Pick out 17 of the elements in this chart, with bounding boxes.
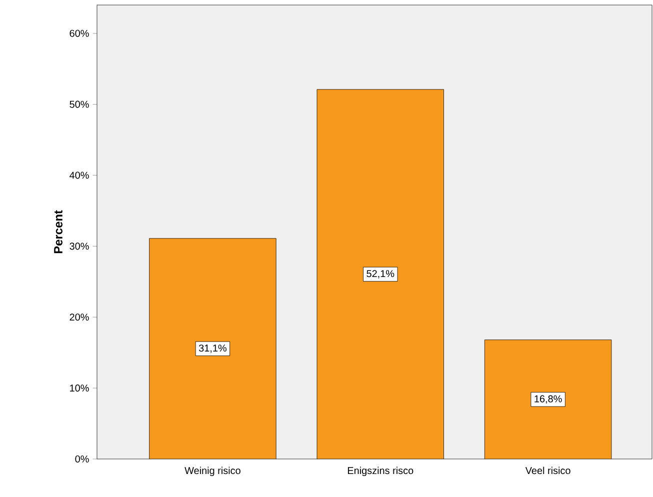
bar [149,238,276,459]
y-tick-label: 0% [75,455,89,463]
y-axis-title: Percent [54,210,62,254]
data-label: 31,1% [198,344,226,353]
data-label: 16,8% [534,395,562,404]
x-tick-label: Veel risico [525,466,570,474]
y-tick-label: 60% [70,30,89,37]
y-tick-label: 20% [70,314,89,321]
y-tick-label: 30% [70,242,89,250]
data-label: 52,1% [366,270,394,278]
y-tick-label: 40% [70,172,89,179]
x-tick-label: Enigszins risco [348,466,414,476]
bar [316,89,444,459]
y-tick-label: 50% [70,100,89,108]
bar [484,340,612,459]
x-tick-label: Weinig risico [184,466,240,476]
y-tick-label: 10% [70,384,89,392]
